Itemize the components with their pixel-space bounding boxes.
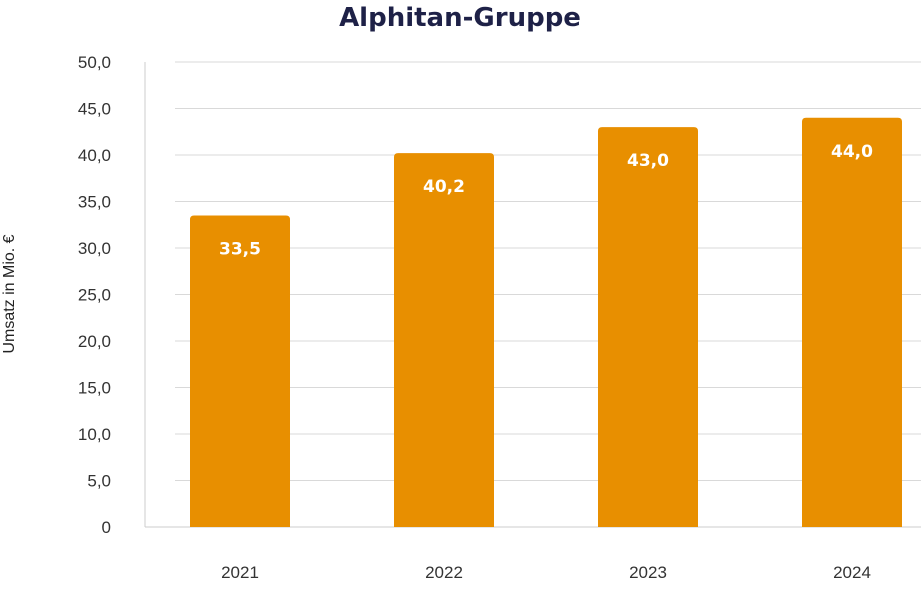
y-tick-label: 10,0: [78, 425, 111, 444]
x-tick-label: 2023: [629, 563, 667, 582]
bars: 33,5 40,2 43,0 44,0: [190, 117, 902, 528]
chart-title: Alphitan-Gruppe: [339, 3, 581, 33]
y-tick-label: 40,0: [78, 146, 111, 165]
y-tick-label: 35,0: [78, 193, 111, 212]
x-axis-ticks: 2021 2022 2023 2024: [221, 563, 871, 582]
y-axis-ticks: 0 5,0 10,0 15,0 20,0 25,0 30,0 35,0 40,0 45,0 50,0: [78, 53, 111, 537]
y-axis-label: Umsatz in Mio. €: [1, 234, 18, 353]
grid-lines: [175, 61, 921, 481]
bar-2022: [394, 153, 494, 527]
y-tick-label: 25,0: [78, 286, 111, 305]
y-tick-label: 15,0: [78, 379, 111, 398]
bar-value-label: 40,2: [423, 177, 465, 197]
x-tick-label: 2022: [425, 563, 463, 582]
bar-value-label: 44,0: [831, 142, 873, 162]
y-tick-label: 20,0: [78, 332, 111, 351]
bar-2021: [190, 215, 290, 527]
bar-value-label: 43,0: [627, 151, 669, 171]
bar-2023: [598, 127, 698, 527]
y-tick-label: 30,0: [78, 239, 111, 258]
x-tick-label: 2021: [221, 563, 259, 582]
y-tick-label: 5,0: [87, 472, 111, 491]
y-tick-label: 50,0: [78, 53, 111, 72]
x-tick-label: 2024: [833, 563, 871, 582]
bar-2024: [802, 117, 902, 528]
y-tick-label: 45,0: [78, 100, 111, 119]
bar-value-label: 33,5: [219, 239, 261, 259]
y-tick-label: 0: [102, 518, 111, 537]
